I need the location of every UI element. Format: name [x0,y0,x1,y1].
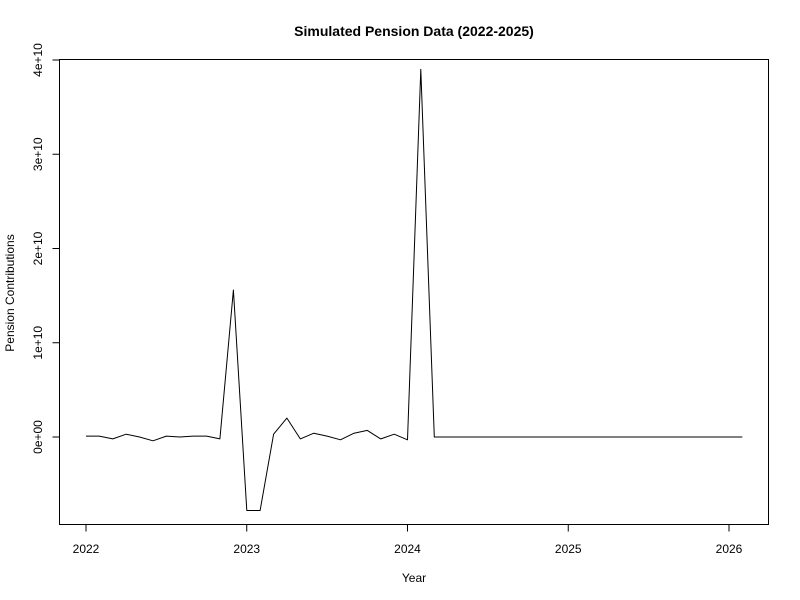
x-tick-label: 2022 [73,542,100,556]
y-tick-label: 0e+00 [31,420,45,454]
y-axis-label: Pension Contributions [3,234,17,351]
y-axis: 0e+00 1e+10 2e+10 3e+10 4e+10 [31,43,60,454]
y-tick-label: 1e+10 [31,326,45,360]
y-tick-label: 4e+10 [31,43,45,77]
chart-title: Simulated Pension Data (2022-2025) [294,23,534,39]
plot-frame [59,59,769,525]
series-line-1 [86,68,743,511]
y-tick-label: 3e+10 [31,137,45,171]
x-tick-label: 2025 [555,542,582,556]
x-tick-label: 2026 [716,542,743,556]
y-tick-label: 2e+10 [31,231,45,265]
x-axis-label: Year [402,571,426,585]
x-tick-label: 2023 [233,542,260,556]
series-layer [86,68,743,511]
x-tick-label: 2024 [394,542,421,556]
x-axis: 2022 2023 2024 2025 2026 [73,524,743,556]
